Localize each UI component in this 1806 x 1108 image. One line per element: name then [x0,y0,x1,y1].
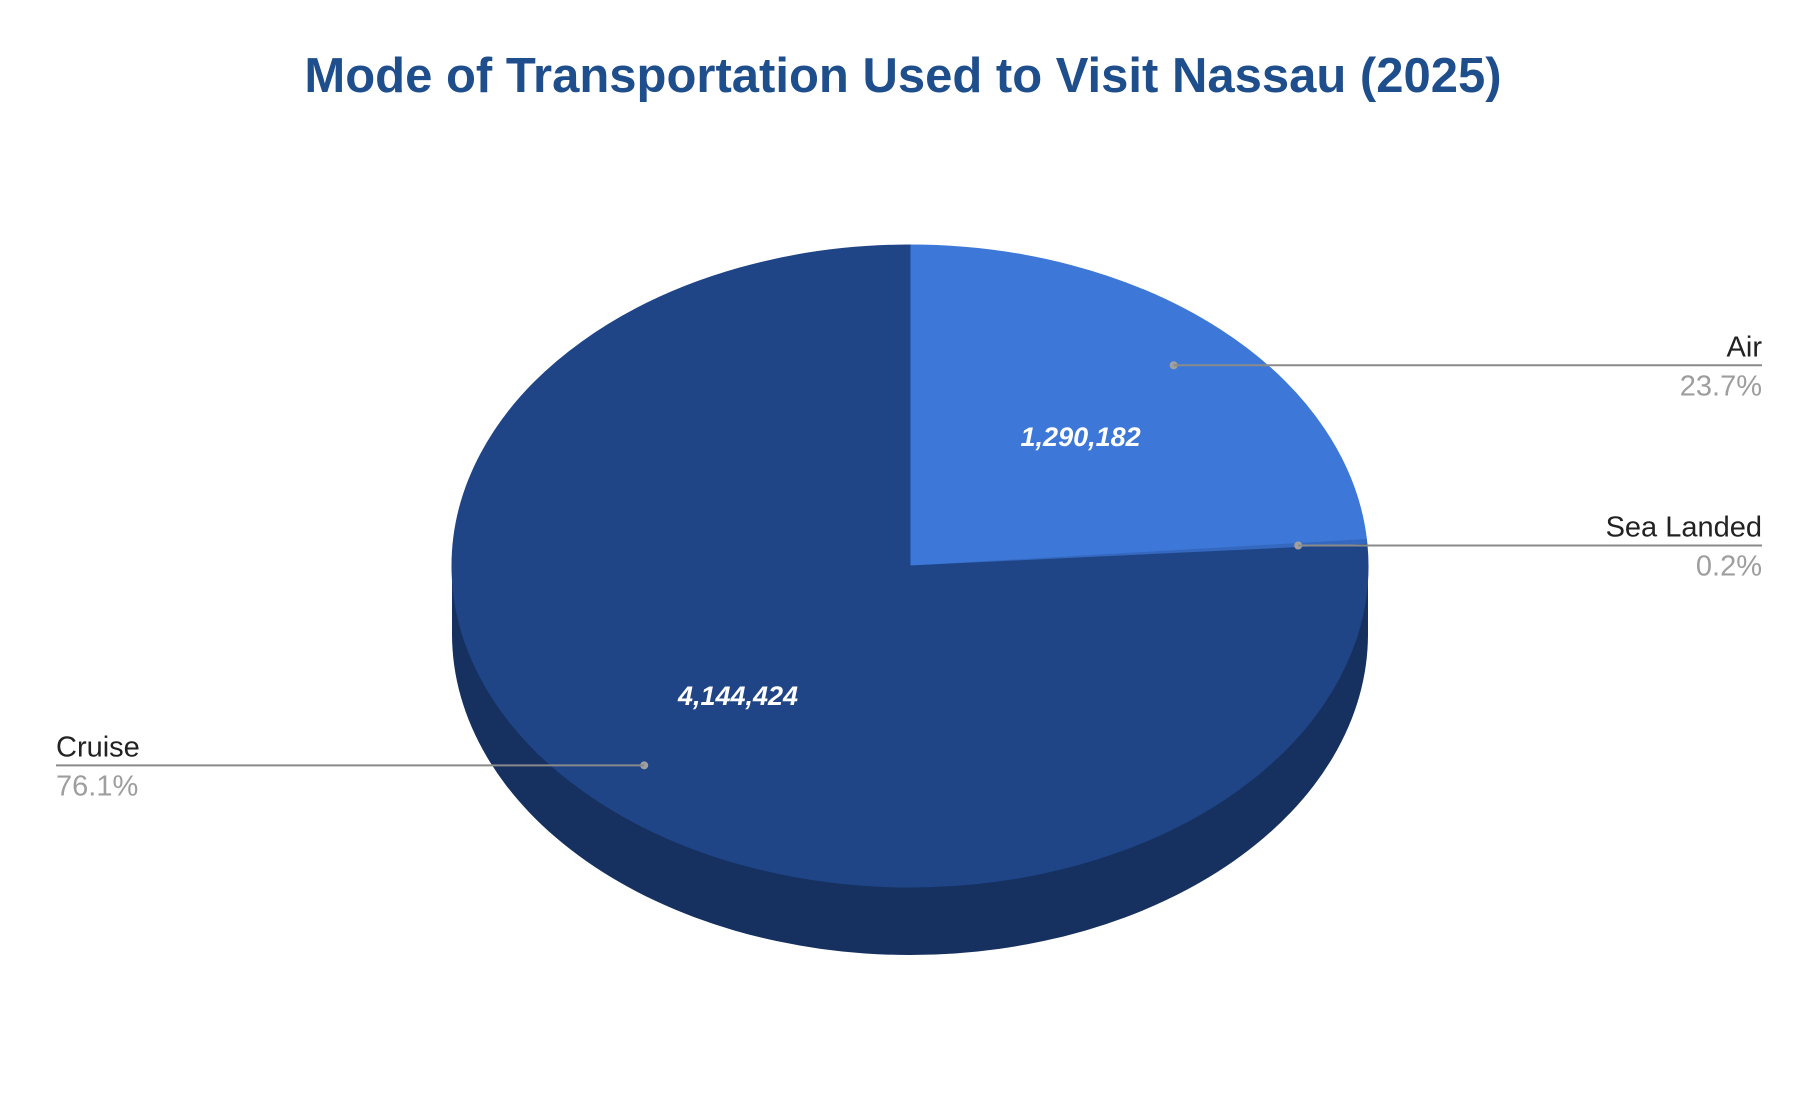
callout-percent-sea-landed: 0.2% [1696,550,1762,582]
pie-slice-air[interactable] [909,244,1367,567]
callout-sea-landed: Sea Landed 0.2% [1294,511,1762,582]
callout-percent-cruise: 76.1% [56,770,138,802]
callout-name-sea-landed: Sea Landed [1606,511,1762,543]
chart-title: Mode of Transportation Used to Visit Nas… [304,49,1501,103]
callout-percent-air: 23.7% [1680,370,1762,402]
pie-top-face [451,244,1369,888]
callout-cruise: Cruise 76.1% [56,731,649,802]
callout-name-air: Air [1727,331,1763,363]
slice-callouts: Air 23.7% Sea Landed 0.2% Cruise 76.1% [56,331,1762,802]
pie-slice-cruise[interactable] [451,244,1369,888]
slice-value-label-air: 1,290,182 [1021,422,1141,452]
slice-value-labels: 1,290,182 4,144,424 [677,422,1141,711]
pie-side-cruise [452,566,1368,955]
callout-name-cruise: Cruise [56,731,140,763]
slice-value-label-cruise: 4,144,424 [677,681,798,711]
pie-side-wall [452,566,1368,955]
callout-air: Air 23.7% [1169,331,1763,402]
